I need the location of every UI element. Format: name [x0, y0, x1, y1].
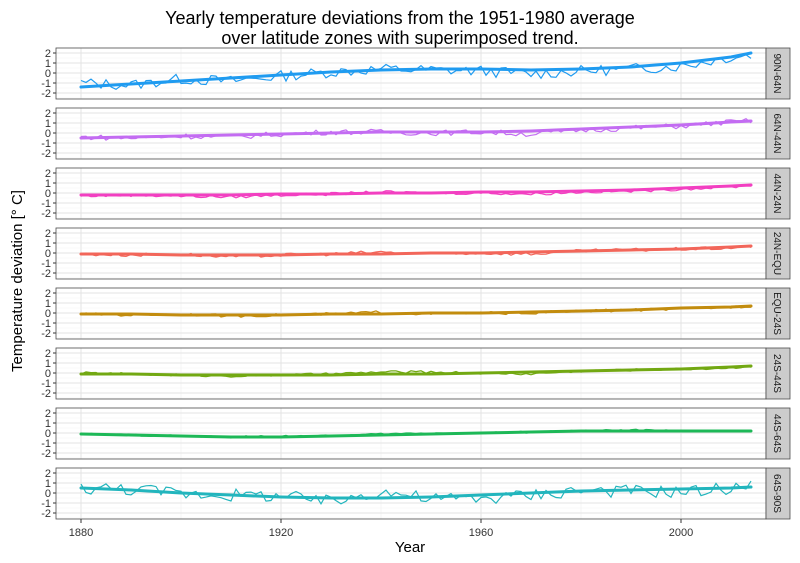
trend-line	[79, 244, 753, 257]
y-tick-label: 1	[45, 478, 51, 490]
trend-line	[79, 485, 753, 500]
y-tick-label: -1	[41, 258, 51, 270]
y-tick-label: -1	[41, 378, 51, 390]
facet-strip	[765, 167, 791, 220]
y-tick-label: 1	[45, 178, 51, 190]
y-tick-label: -2	[41, 208, 51, 220]
facet-strip-label: 24S-44S	[771, 354, 782, 393]
facet-strip	[765, 287, 791, 340]
y-tick-label: -2	[41, 508, 51, 520]
x-tick-label: 1920	[269, 527, 293, 539]
y-tick-label: 0	[45, 488, 51, 500]
facet-strip-label: 90N-64N	[771, 53, 782, 93]
y-tick-label: 0	[45, 188, 51, 200]
y-tick-label: -1	[41, 438, 51, 450]
y-tick-label: -1	[41, 498, 51, 510]
trend-line	[79, 429, 753, 439]
facet-strip	[765, 227, 791, 280]
facet-strip	[765, 407, 791, 460]
x-tick-label: 1880	[69, 527, 93, 539]
facet-strip	[765, 347, 791, 400]
y-tick-label: 2	[45, 468, 51, 480]
y-tick-label: 0	[45, 68, 51, 80]
trend-line	[79, 364, 753, 377]
y-tick-label: 2	[45, 348, 51, 360]
chart-title-line-2: over latitude zones with superimposed tr…	[221, 28, 579, 48]
y-tick-label: 2	[45, 288, 51, 300]
facet-strip-label: 44N-24N	[771, 173, 782, 213]
y-tick-label: 1	[45, 298, 51, 310]
y-tick-label: 2	[45, 108, 51, 120]
trend-line	[79, 183, 753, 197]
facet-strip-label: 64S-90S	[771, 474, 782, 513]
facet-strip-label: 64N-44N	[771, 113, 782, 153]
y-tick-label: 1	[45, 418, 51, 430]
x-axis: 1880 1920 1960 2000	[69, 519, 693, 539]
y-tick-label: 2	[45, 168, 51, 180]
facet-strip-label: 44S-64S	[771, 414, 782, 453]
y-tick-label: 0	[45, 428, 51, 440]
y-tick-label: 2	[45, 228, 51, 240]
y-tick-label: -1	[41, 138, 51, 150]
y-tick-label: -2	[41, 148, 51, 160]
y-tick-label: 0	[45, 368, 51, 380]
y-tick-label: 1	[45, 238, 51, 250]
chart-title-line-1: Yearly temperature deviations from the 1…	[165, 8, 635, 28]
y-tick-label: 1	[45, 118, 51, 130]
facet-strip-label: EQU-24S	[771, 292, 782, 335]
x-tick-label: 2000	[669, 527, 693, 539]
y-axis-title: Temperature deviation [° C]	[9, 190, 26, 372]
y-tick-label: -2	[41, 328, 51, 340]
x-axis-title: Year	[395, 539, 425, 556]
trend-line	[79, 119, 753, 140]
y-tick-label: 1	[45, 58, 51, 70]
y-tick-label: 2	[45, 48, 51, 60]
y-tick-label: 0	[45, 128, 51, 140]
y-tick-label: -1	[41, 198, 51, 210]
facet-strip	[765, 47, 791, 100]
trend-line	[79, 51, 753, 89]
y-tick-label: -2	[41, 388, 51, 400]
facet-strip	[765, 107, 791, 160]
y-tick-label: -2	[41, 88, 51, 100]
facet-strip-label: 24N-EQU	[771, 232, 782, 275]
y-tick-label: -2	[41, 448, 51, 460]
y-tick-label: 1	[45, 358, 51, 370]
trend-line	[79, 304, 753, 317]
y-tick-label: -1	[41, 318, 51, 330]
y-tick-label: 0	[45, 248, 51, 260]
y-tick-label: 2	[45, 408, 51, 420]
y-tick-label: -1	[41, 78, 51, 90]
y-tick-label: 0	[45, 308, 51, 320]
facet-strip	[765, 467, 791, 520]
x-tick-label: 1960	[469, 527, 493, 539]
y-tick-label: -2	[41, 268, 51, 280]
